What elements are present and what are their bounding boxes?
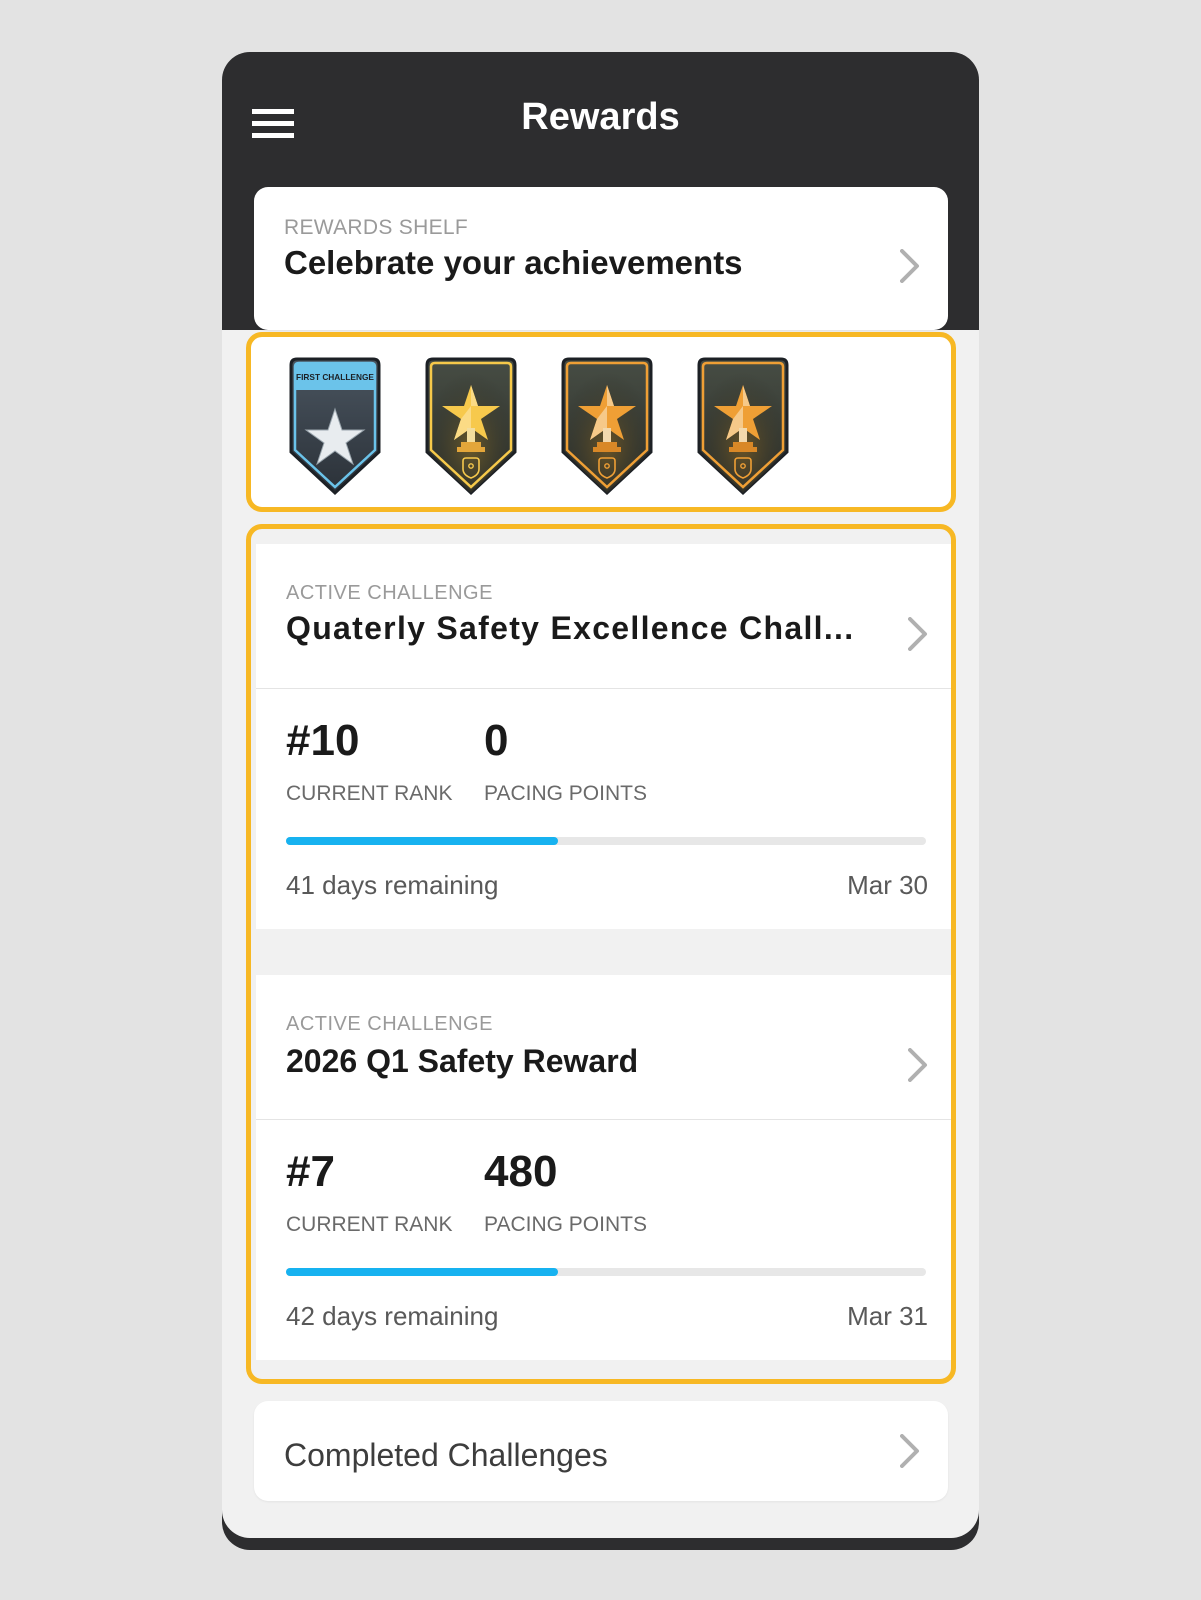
- svg-text:FIRST CHALLENGE: FIRST CHALLENGE: [296, 372, 374, 382]
